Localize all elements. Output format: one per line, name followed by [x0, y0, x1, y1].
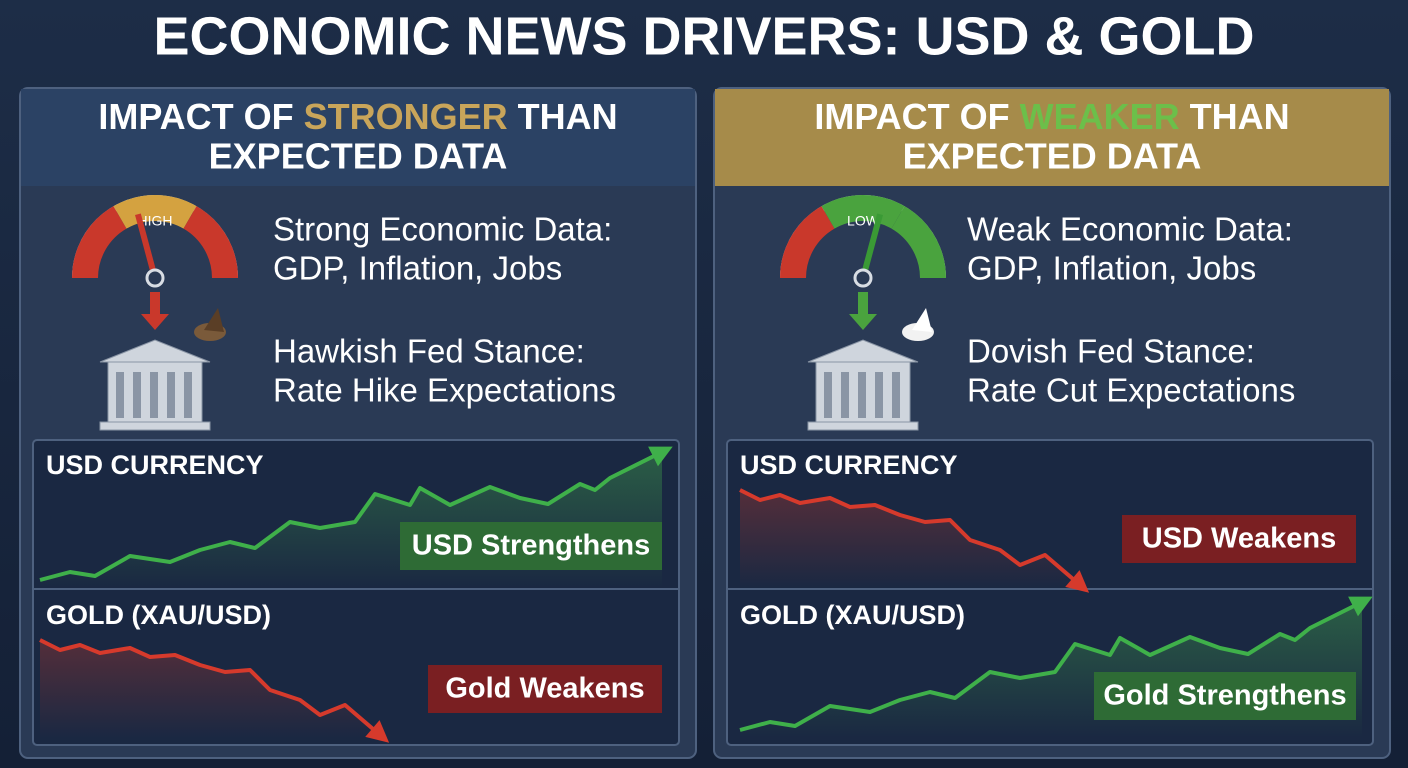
header-highlight: WEAKER — [1020, 96, 1180, 137]
point-title: Weak Economic Data: — [967, 211, 1293, 248]
header-text: IMPACT OF — [814, 96, 1019, 137]
point-detail: Rate Cut Expectations — [967, 372, 1295, 409]
gauge-hub — [853, 268, 873, 288]
result-box — [1094, 672, 1356, 720]
trend-line — [39, 450, 663, 582]
header-text: THAN — [1180, 96, 1290, 137]
gauge-segment — [72, 206, 127, 279]
trend-area — [740, 490, 1080, 588]
panel-header-bg — [715, 89, 1389, 186]
gauge-hub — [145, 268, 165, 288]
bank-column — [116, 372, 124, 418]
panel-header: EXPECTED DATA — [903, 136, 1202, 177]
chart-label: USD CURRENCY — [46, 450, 264, 480]
chart-label: GOLD (XAU/USD) — [740, 600, 965, 630]
bank-base — [807, 421, 919, 431]
gauge-segment — [183, 206, 238, 279]
trend-line — [739, 600, 1363, 732]
panel-header: IMPACT OF STRONGER THAN — [98, 96, 617, 137]
result-label: Gold Strengthens — [1103, 680, 1346, 712]
point-detail: Rate Hike Expectations — [273, 372, 616, 409]
bank-base — [99, 421, 211, 431]
gauge-segment — [113, 195, 197, 229]
chart-label: USD CURRENCY — [740, 450, 958, 480]
result-label: Gold Weakens — [445, 673, 644, 705]
down-arrow — [141, 292, 169, 330]
bank-column — [875, 372, 883, 418]
bank-column — [150, 372, 158, 418]
gauge-segment — [891, 206, 946, 279]
bank-column — [184, 372, 192, 418]
trend-arrow — [1065, 570, 1090, 593]
gauge-label: HIGH — [138, 213, 173, 229]
trend-line — [39, 638, 382, 737]
trend-arrow — [1348, 596, 1373, 617]
point-detail: GDP, Inflation, Jobs — [967, 250, 1256, 287]
gauge-label: LOW — [847, 213, 880, 229]
bank-column — [858, 372, 866, 418]
point-detail: GDP, Inflation, Jobs — [273, 250, 562, 287]
header-text: IMPACT OF — [98, 96, 303, 137]
gauge-needle — [860, 213, 883, 279]
point-title: Hawkish Fed Stance: — [273, 333, 585, 370]
point-title: Strong Economic Data: — [273, 211, 612, 248]
gauge-segment — [821, 195, 905, 229]
down-arrow — [849, 292, 877, 330]
bank-column — [824, 372, 832, 418]
trend-arrow — [648, 446, 673, 467]
result-label: USD Strengthens — [412, 530, 650, 562]
panel-header-bg — [21, 89, 695, 186]
chart-label: GOLD (XAU/USD) — [46, 600, 271, 630]
bank-column — [167, 372, 175, 418]
header-text: THAN — [508, 96, 618, 137]
result-box — [428, 665, 662, 713]
panel-header: IMPACT OF WEAKER THAN — [814, 96, 1289, 137]
bank-column — [133, 372, 141, 418]
bank-column — [892, 372, 900, 418]
trend-area — [40, 640, 380, 738]
bird-wing — [912, 308, 932, 332]
bird-wing — [204, 308, 224, 332]
header-highlight: STRONGER — [304, 96, 508, 137]
bank-column — [841, 372, 849, 418]
page-title: ECONOMIC NEWS DRIVERS: USD & GOLD — [153, 6, 1254, 66]
gauge-segment — [780, 206, 835, 279]
result-label: USD Weakens — [1142, 523, 1337, 555]
gauge-needle — [135, 213, 158, 279]
panel-header: EXPECTED DATA — [209, 136, 508, 177]
trend-line — [739, 488, 1082, 587]
result-box — [1122, 515, 1356, 563]
point-title: Dovish Fed Stance: — [967, 333, 1255, 370]
trend-arrow — [365, 720, 390, 743]
result-box — [400, 522, 662, 570]
